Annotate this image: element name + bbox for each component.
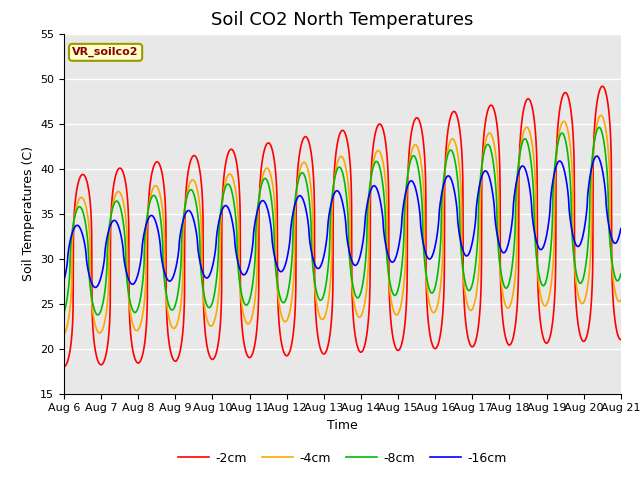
Y-axis label: Soil Temperatures (C): Soil Temperatures (C) xyxy=(22,146,35,281)
-16cm xyxy=(60,277,68,283)
X-axis label: Time: Time xyxy=(327,419,358,432)
-8cm xyxy=(595,124,603,130)
-8cm xyxy=(606,242,614,248)
-4cm xyxy=(274,287,282,292)
-16cm xyxy=(617,226,625,231)
-16cm xyxy=(298,194,306,200)
-16cm xyxy=(92,285,99,290)
-8cm xyxy=(157,217,164,223)
-8cm xyxy=(94,312,102,318)
-2cm xyxy=(60,364,68,370)
-2cm xyxy=(617,336,625,342)
-4cm xyxy=(606,197,614,203)
-2cm xyxy=(546,335,554,340)
Text: VR_soilco2: VR_soilco2 xyxy=(72,47,139,58)
-8cm xyxy=(617,271,625,277)
-8cm xyxy=(124,284,132,290)
-16cm xyxy=(546,206,554,212)
-2cm xyxy=(274,277,282,283)
-16cm xyxy=(593,153,601,159)
-4cm xyxy=(60,331,68,337)
-16cm xyxy=(124,274,132,279)
-2cm xyxy=(598,84,606,89)
-8cm xyxy=(274,283,282,288)
Line: -2cm: -2cm xyxy=(64,86,621,367)
-8cm xyxy=(60,310,68,315)
-8cm xyxy=(546,253,554,259)
-16cm xyxy=(274,265,282,271)
-8cm xyxy=(298,170,306,176)
Legend: -2cm, -4cm, -8cm, -16cm: -2cm, -4cm, -8cm, -16cm xyxy=(173,447,512,469)
-2cm xyxy=(606,123,614,129)
-4cm xyxy=(617,297,625,303)
-2cm xyxy=(298,140,305,146)
Title: Soil CO2 North Temperatures: Soil CO2 North Temperatures xyxy=(211,11,474,29)
-4cm xyxy=(546,290,554,296)
-4cm xyxy=(157,194,164,200)
-4cm xyxy=(597,113,605,119)
-2cm xyxy=(124,196,131,202)
Line: -4cm: -4cm xyxy=(64,116,621,334)
-16cm xyxy=(157,249,164,255)
-2cm xyxy=(157,164,164,170)
-16cm xyxy=(606,230,614,236)
-4cm xyxy=(124,264,131,270)
Line: -16cm: -16cm xyxy=(64,156,621,288)
-4cm xyxy=(298,162,305,168)
Line: -8cm: -8cm xyxy=(64,127,621,315)
